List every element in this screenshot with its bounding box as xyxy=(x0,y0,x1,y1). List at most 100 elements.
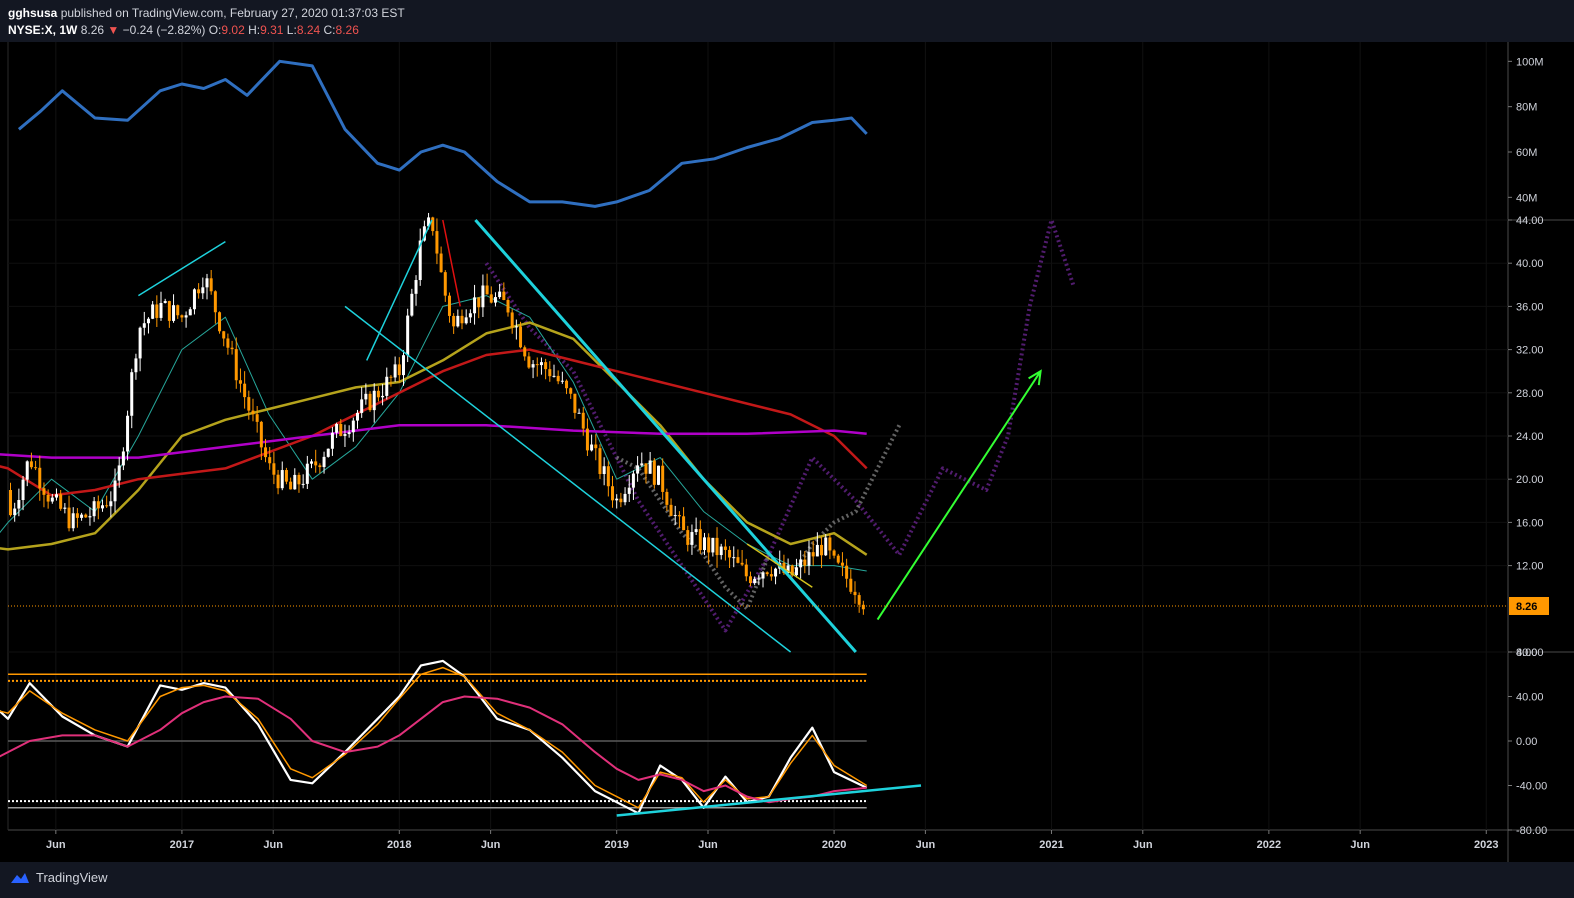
candle-body xyxy=(732,557,736,559)
candle-body xyxy=(573,393,577,413)
candle-body xyxy=(753,578,757,584)
stoch-axis-tick-label: -40.00 xyxy=(1516,781,1547,793)
candle-body xyxy=(126,415,130,452)
candle-body xyxy=(514,326,518,328)
candle-body xyxy=(527,356,531,368)
candle-body xyxy=(560,380,564,382)
candle-body xyxy=(276,474,280,489)
candle-body xyxy=(489,294,493,303)
symbol-info: NYSE:X, 1W 8.26 ▼ −0.24 (−2.82%) O:9.02 … xyxy=(8,23,359,37)
candle-body xyxy=(192,289,196,310)
candle-body xyxy=(50,497,54,502)
candle-body xyxy=(234,349,238,381)
candle-body xyxy=(611,486,615,501)
x-axis-tick-label: 2018 xyxy=(387,839,411,851)
trend-line xyxy=(138,240,226,297)
price-axis-tick-label: 12.00 xyxy=(1516,561,1544,573)
divergence-line xyxy=(616,784,922,817)
last-price-badge xyxy=(1509,596,1549,615)
x-axis-tick-label: Jun xyxy=(916,839,936,851)
candle-body xyxy=(121,451,125,466)
candle-body xyxy=(652,460,656,485)
volume-axis-tick-label: 100M xyxy=(1516,56,1544,68)
candle-body xyxy=(431,217,435,232)
symbol-label[interactable]: NYSE:X, 1W xyxy=(8,23,78,37)
candle-body xyxy=(339,423,343,436)
candle-body xyxy=(389,376,393,378)
candle-body xyxy=(381,395,385,398)
trend-line xyxy=(366,219,433,361)
candle-body xyxy=(569,388,573,394)
candle-body xyxy=(138,327,142,359)
candle-body xyxy=(799,559,803,568)
candle-body xyxy=(393,364,397,378)
candle-body xyxy=(715,537,719,556)
trend-line xyxy=(442,219,461,307)
x-axis-tick-label: 2023 xyxy=(1474,839,1498,851)
candle-body xyxy=(824,537,828,556)
candle-body xyxy=(644,463,648,474)
candle-body xyxy=(230,347,234,350)
candle-body xyxy=(259,421,263,448)
candle-body xyxy=(493,297,497,303)
candle-body xyxy=(849,578,853,592)
stoch-series-line xyxy=(0,666,868,809)
chart-footer: TradingView xyxy=(0,862,1574,898)
candle-body xyxy=(343,434,347,436)
candle-body xyxy=(347,432,351,435)
candle-body xyxy=(594,444,598,449)
candle-body xyxy=(284,470,288,482)
candle-body xyxy=(840,562,844,566)
candle-body xyxy=(439,253,443,273)
candle-body xyxy=(184,315,188,318)
candle-body xyxy=(765,572,769,575)
candle-body xyxy=(677,515,681,517)
moving-average-line xyxy=(0,321,868,556)
candle-body xyxy=(13,508,17,516)
price-axis-tick-label: 24.00 xyxy=(1516,431,1544,443)
candle-body xyxy=(443,272,447,296)
candle-body xyxy=(414,280,418,294)
publish-info: gghsusa published on TradingView.com, Fe… xyxy=(8,6,405,20)
close-value: 8.26 xyxy=(335,23,359,37)
stoch-axis-tick-label: 80.00 xyxy=(1516,647,1544,659)
candle-body xyxy=(418,240,422,281)
open-label: O: xyxy=(208,23,222,37)
last-price: 8.26 xyxy=(80,23,105,37)
candle-body xyxy=(272,463,276,475)
x-axis-tick-label: 2017 xyxy=(170,839,194,851)
candle-body xyxy=(498,291,502,298)
projection-arrow xyxy=(876,370,1042,621)
candle-body xyxy=(585,428,589,451)
candle-body xyxy=(289,481,293,490)
candle-body xyxy=(686,530,690,545)
price-axis-tick-label: 40.00 xyxy=(1516,258,1544,270)
candle-body xyxy=(368,393,372,411)
moving-average-line xyxy=(0,423,867,459)
candle-body xyxy=(669,504,673,516)
tradingview-logo[interactable]: TradingView xyxy=(8,870,108,885)
author-name[interactable]: gghsusa xyxy=(8,6,58,20)
volume-axis-tick-label: 80M xyxy=(1516,102,1537,114)
x-axis-tick-label: Jun xyxy=(698,839,718,851)
candle-body xyxy=(293,474,297,490)
candle-body xyxy=(67,507,71,529)
chart-canvas[interactable]: 100M 80M 60M 40M 8.26 44.00 40.00 36.00 32.00 28… xyxy=(0,42,1574,862)
low-label: L: xyxy=(286,23,297,37)
candle-body xyxy=(88,516,92,518)
candle-body xyxy=(372,390,376,411)
last-price-label: 8.26 xyxy=(1516,601,1537,613)
candle-body xyxy=(75,513,79,518)
candle-body xyxy=(96,501,100,509)
candle-body xyxy=(786,565,790,574)
candle-body xyxy=(385,376,389,396)
candle-body xyxy=(811,552,815,557)
candle-body xyxy=(477,297,481,308)
candle-body xyxy=(92,501,96,517)
candle-body xyxy=(205,278,209,288)
candle-body xyxy=(305,463,309,484)
candle-body xyxy=(556,375,560,382)
candle-body xyxy=(702,537,706,551)
candle-body xyxy=(577,412,581,414)
candle-body xyxy=(757,578,761,580)
